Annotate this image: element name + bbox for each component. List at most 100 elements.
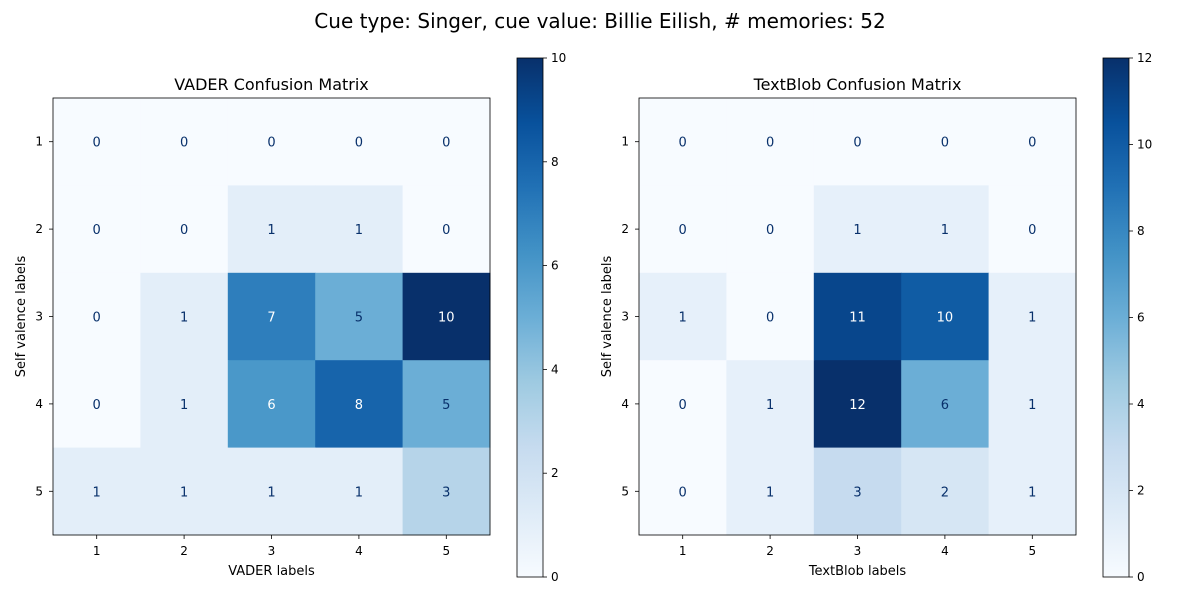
colorbar-tick-label: 6: [551, 259, 559, 273]
heatmap-cell: [988, 272, 1077, 361]
cell-value-label: 0: [679, 223, 687, 238]
cell-value-label: 1: [941, 223, 949, 238]
heatmap-cell: [402, 185, 491, 274]
heatmap-cell: [901, 98, 990, 186]
heatmap-cell: [140, 185, 229, 274]
cell-value-label: 1: [180, 485, 188, 500]
y-axis-label: Self valence labels: [600, 255, 615, 377]
cell-value-label: 1: [180, 311, 188, 326]
colorbar-tick-label: 10: [1137, 138, 1152, 152]
heatmap-cell: [53, 360, 141, 449]
cell-value-label: 1: [267, 485, 275, 500]
heatmap-cell: [726, 272, 815, 361]
heatmap-cell: [901, 447, 990, 536]
cell-value-label: 0: [355, 136, 363, 151]
x-tick-label: 4: [355, 544, 363, 558]
colorbar-tick-label: 12: [1137, 51, 1152, 65]
heatmap-cell: [813, 272, 902, 361]
cell-value-label: 0: [766, 136, 774, 151]
cell-value-label: 0: [93, 398, 101, 413]
cell-value-label: 0: [180, 136, 188, 151]
heatmap-cell: [315, 272, 404, 361]
cell-value-label: 0: [766, 311, 774, 326]
cell-value-label: 2: [941, 485, 949, 500]
chart-title: TextBlob Confusion Matrix: [753, 75, 962, 94]
cell-value-label: 5: [442, 398, 450, 413]
heatmap-cell: [227, 272, 316, 361]
heatmap-cell: [140, 447, 229, 536]
x-tick-label: 5: [1028, 544, 1036, 558]
heatmap-cell: [726, 447, 815, 536]
cell-value-label: 6: [941, 398, 949, 413]
cell-value-label: 0: [93, 311, 101, 326]
cell-value-label: 0: [93, 223, 101, 238]
heatmap-cell: [227, 447, 316, 536]
y-tick-label: 1: [35, 135, 43, 149]
cell-value-label: 3: [442, 485, 450, 500]
x-tick-label: 2: [766, 544, 774, 558]
cell-value-label: 0: [679, 136, 687, 151]
cell-value-label: 1: [679, 311, 687, 326]
cell-value-label: 0: [442, 136, 450, 151]
cell-value-label: 1: [766, 398, 774, 413]
cell-value-label: 1: [267, 223, 275, 238]
cell-value-label: 0: [1028, 223, 1036, 238]
cell-value-label: 0: [93, 136, 101, 151]
colorbar-tick-label: 8: [551, 155, 559, 169]
cell-value-label: 8: [355, 398, 363, 413]
colorbar-tick-label: 2: [551, 466, 559, 480]
heatmap-cell: [227, 360, 316, 449]
heatmap-cell: [402, 272, 491, 361]
heatmap-cell: [315, 447, 404, 536]
cell-value-label: 6: [267, 398, 275, 413]
cell-value-label: 12: [849, 398, 866, 413]
cell-value-label: 0: [766, 223, 774, 238]
x-tick-label: 3: [268, 544, 276, 558]
chart-title: VADER Confusion Matrix: [174, 75, 369, 94]
y-tick-label: 2: [35, 222, 43, 236]
heatmap-cell: [227, 185, 316, 274]
cell-value-label: 0: [442, 223, 450, 238]
colorbar: [1102, 57, 1130, 578]
cell-value-label: 11: [849, 311, 866, 326]
heatmap-cell: [901, 360, 990, 449]
heatmap-cell: [140, 98, 229, 186]
x-tick-label: 1: [679, 544, 687, 558]
colorbar-tick-label: 4: [1137, 397, 1145, 411]
confusion-matrix-panel: 0 0 0 0 00 0 1 1 00 1 7 5 100 1 6 8 51 1 1 1 31 2 3 4 512345VADE…: [14, 51, 566, 584]
heatmap-cell: [901, 272, 990, 361]
heatmap-cell: [726, 185, 815, 274]
heatmap-cell: [140, 272, 229, 361]
colorbar-tick-label: 0: [1137, 570, 1145, 584]
colorbar-tick-label: 10: [551, 51, 566, 65]
heatmap-cell: [227, 98, 316, 186]
y-tick-label: 1: [621, 135, 629, 149]
heatmap-cell: [402, 98, 491, 186]
cell-value-label: 1: [1028, 398, 1036, 413]
cell-value-label: 1: [853, 223, 861, 238]
cell-value-label: 5: [355, 311, 363, 326]
y-tick-label: 4: [621, 397, 629, 411]
heatmap-cell: [988, 360, 1077, 449]
heatmap-cell: [140, 360, 229, 449]
heatmap-cell: [639, 272, 727, 361]
cell-value-label: 1: [355, 223, 363, 238]
x-tick-label: 2: [180, 544, 188, 558]
y-tick-label: 2: [621, 222, 629, 236]
x-tick-label: 3: [854, 544, 862, 558]
x-tick-label: 1: [93, 544, 101, 558]
y-tick-label: 3: [35, 310, 43, 324]
cell-value-label: 10: [937, 311, 954, 326]
x-tick-label: 5: [442, 544, 450, 558]
cell-value-label: 1: [766, 485, 774, 500]
cell-value-label: 0: [853, 136, 861, 151]
heatmap-cell: [315, 98, 404, 186]
heatmap-cell: [988, 98, 1077, 186]
confusion-matrix-panel: 0 0 0 0 00 0 1 1 01 0 11 10 10 1 12 6 10 1 3 2 11 2 3 4 512345Te…: [600, 51, 1152, 584]
y-tick-label: 5: [35, 484, 43, 498]
cell-value-label: 1: [1028, 485, 1036, 500]
x-tick-label: 4: [941, 544, 949, 558]
cell-value-label: 0: [679, 398, 687, 413]
y-tick-label: 3: [621, 310, 629, 324]
cell-value-label: 10: [438, 311, 455, 326]
